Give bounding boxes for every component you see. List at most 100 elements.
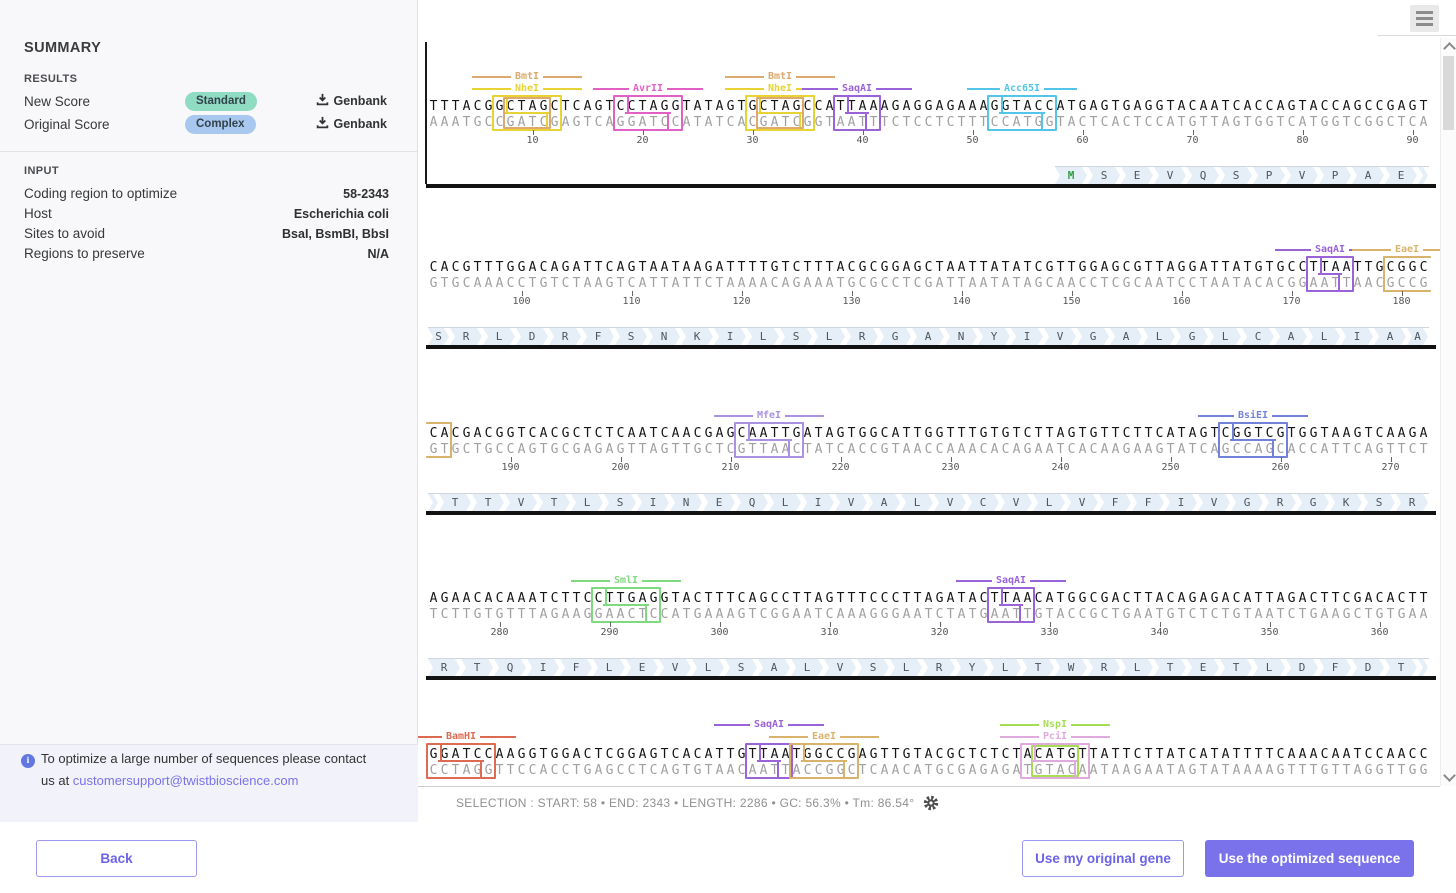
- aa-residue: L: [989, 659, 1021, 676]
- enzyme-label-EaeI[interactable]: EaeI: [1352, 244, 1456, 255]
- aa-residue: F: [1099, 494, 1131, 511]
- ruler-tick-label: 350: [1260, 627, 1279, 638]
- enzyme-site-BmtI[interactable]: [756, 97, 804, 129]
- ruler-tick-label: 200: [611, 462, 630, 473]
- ruler-tick-label: 50: [966, 135, 979, 146]
- aa-residue: A: [1352, 167, 1384, 184]
- scroll-up-icon[interactable]: [1443, 42, 1456, 55]
- original-score-badge: Complex: [185, 115, 256, 134]
- aa-residue: P: [1319, 167, 1351, 184]
- enzyme-site-NheI[interactable]: [492, 95, 562, 131]
- use-original-gene-button[interactable]: Use my original gene: [1022, 840, 1184, 877]
- aa-residue: L: [1209, 328, 1241, 345]
- menu-icon[interactable]: [1410, 5, 1439, 32]
- aa-residue: R: [549, 328, 581, 345]
- enzyme-site-NheI[interactable]: [745, 95, 815, 131]
- enzyme-site-SaqAI[interactable]: [987, 587, 1035, 623]
- original-score-label: Original Score: [24, 117, 110, 132]
- enzyme-site-BamHI[interactable]: [426, 743, 496, 779]
- download-icon: [316, 93, 329, 109]
- ruler-tick-label: 340: [1150, 627, 1169, 638]
- back-button[interactable]: Back: [36, 840, 197, 877]
- enzyme-site-SaqAI[interactable]: [745, 743, 793, 779]
- enzyme-label-SaqAI[interactable]: SaqAI: [714, 719, 825, 730]
- enzyme-label-BsiEI[interactable]: BsiEI: [1198, 410, 1309, 421]
- ruler-tick-label: 260: [1271, 462, 1290, 473]
- enzyme-site-SaqAI[interactable]: [833, 95, 881, 131]
- aa-residue: A: [758, 659, 790, 676]
- enzyme-label-EaeI[interactable]: [418, 410, 494, 421]
- scroll-down-icon[interactable]: [1443, 769, 1456, 782]
- enzyme-label-SaqAI[interactable]: SaqAI: [802, 83, 913, 94]
- info-icon: i: [21, 754, 35, 768]
- enzyme-site-AvrII[interactable]: [613, 95, 683, 131]
- enzyme-site-PciI[interactable]: [1020, 743, 1090, 779]
- genbank-download-original[interactable]: Genbank: [316, 116, 387, 132]
- aa-residue: T: [461, 659, 493, 676]
- selection-bar-divider: [418, 786, 1440, 787]
- enzyme-label-EaeI[interactable]: EaeI: [769, 731, 879, 742]
- aa-residue: [1418, 167, 1428, 184]
- genbank-download-new[interactable]: Genbank: [316, 93, 387, 109]
- enzyme-site-BmtI[interactable]: [503, 97, 551, 129]
- enzyme-label-Acc65I[interactable]: Acc65I: [967, 83, 1077, 94]
- enzyme-label-BmtI[interactable]: BmtI: [725, 71, 835, 82]
- enzyme-label-NspI[interactable]: NspI: [1000, 719, 1110, 730]
- enzyme-label-NheI[interactable]: NheI: [472, 83, 582, 94]
- scrollbar-thumb[interactable]: [1443, 56, 1454, 130]
- aa-residue: L: [1143, 328, 1175, 345]
- aa-residue: V: [835, 494, 867, 511]
- enzyme-site-EaeI[interactable]: [1383, 256, 1431, 292]
- ruler-tick: [862, 130, 864, 135]
- ruler-tick: [972, 130, 974, 135]
- enzyme-label-BamHI[interactable]: BamHI: [418, 731, 517, 742]
- enzyme-site-EaeI[interactable]: [789, 743, 859, 779]
- enzyme-site-Acc65I[interactable]: [987, 95, 1057, 131]
- ruler-tick: [961, 291, 963, 296]
- ruler-tick: [1181, 291, 1183, 296]
- ruler-tick-label: 60: [1076, 135, 1089, 146]
- enzyme-label-BmtI[interactable]: BmtI: [472, 71, 582, 82]
- enzyme-label-MfeI[interactable]: MfeI: [714, 410, 824, 421]
- enzyme-site-SaqAI[interactable]: [1306, 256, 1354, 292]
- enzyme-site-SmlI[interactable]: [591, 587, 661, 623]
- gear-icon[interactable]: [923, 795, 939, 811]
- use-optimized-sequence-button[interactable]: Use the optimized sequence: [1205, 840, 1414, 877]
- aa-residue: N: [670, 494, 702, 511]
- aa-residue: L: [1253, 659, 1285, 676]
- aa-residue: F: [1319, 659, 1351, 676]
- ruler-tick: [1401, 291, 1403, 296]
- enzyme-label-SmlI[interactable]: SmlI: [571, 575, 681, 586]
- ruler-tick-label: 270: [1381, 462, 1400, 473]
- ruler-tick: [730, 457, 732, 462]
- enzyme-site-EaeI[interactable]: [426, 422, 452, 458]
- support-email-link[interactable]: customersupport@twistbioscience.com: [72, 772, 299, 788]
- enzyme-label-SaqAI[interactable]: SaqAI: [956, 575, 1067, 586]
- enzyme-site-BsiEI[interactable]: [1218, 422, 1288, 458]
- ruler-tick: [1269, 622, 1271, 627]
- ruler-tick: [1412, 130, 1414, 135]
- enzyme-site-MfeI[interactable]: [734, 422, 804, 458]
- aa-residue: V: [934, 494, 966, 511]
- enzyme-label-AvrII[interactable]: AvrII: [593, 83, 704, 94]
- vertical-scrollbar[interactable]: [1440, 38, 1456, 786]
- ruler-tick: [521, 291, 523, 296]
- enzyme-label-PciI[interactable]: PciI: [1000, 731, 1110, 742]
- aa-residue: S: [1363, 494, 1395, 511]
